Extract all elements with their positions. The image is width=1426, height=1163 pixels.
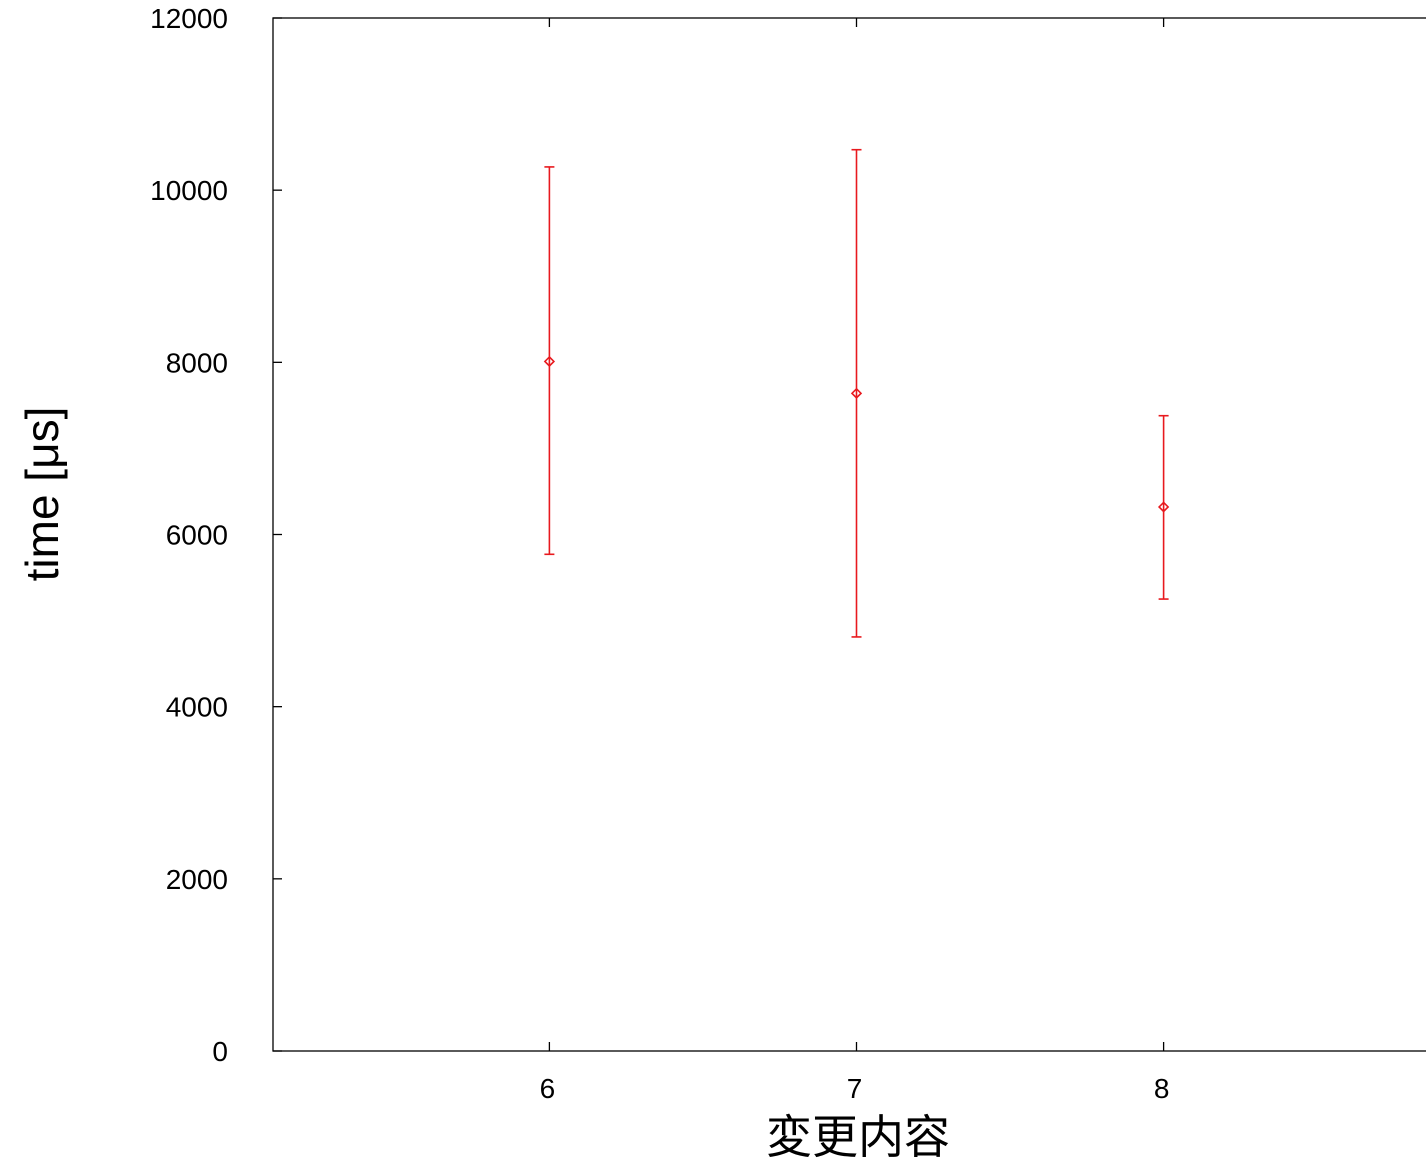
- y-tick-label-10000: 10000: [150, 175, 228, 206]
- y-tick-label-2000: 2000: [166, 864, 228, 895]
- y-tick-label-4000: 4000: [166, 692, 228, 723]
- y-tick-label-12000: 12000: [150, 3, 228, 34]
- x-tick-label-6: 6: [540, 1073, 556, 1104]
- data-point-7: [850, 387, 863, 399]
- plot-frame: [272, 17, 1426, 1052]
- y-tick-label-6000: 6000: [166, 520, 228, 551]
- x-axis-title: 変更内容: [766, 1111, 950, 1163]
- y-tick-label-0: 0: [212, 1036, 228, 1067]
- data-point-6: [543, 355, 556, 368]
- plot-border: [272, 17, 1426, 1052]
- y-axis-title: time [μs]: [16, 407, 68, 582]
- x-tick-label-8: 8: [1154, 1073, 1170, 1104]
- data-point-8: [1157, 501, 1170, 513]
- x-tick-labels: 6 7 8: [540, 1073, 1170, 1104]
- x-tick-label-7: 7: [847, 1073, 863, 1104]
- y-tick-labels: 0 2000 4000 6000 8000 10000 12000: [150, 3, 228, 1067]
- axis-ticks: [273, 17, 1165, 1052]
- y-tick-label-8000: 8000: [166, 347, 228, 378]
- data-series: [543, 148, 1170, 638]
